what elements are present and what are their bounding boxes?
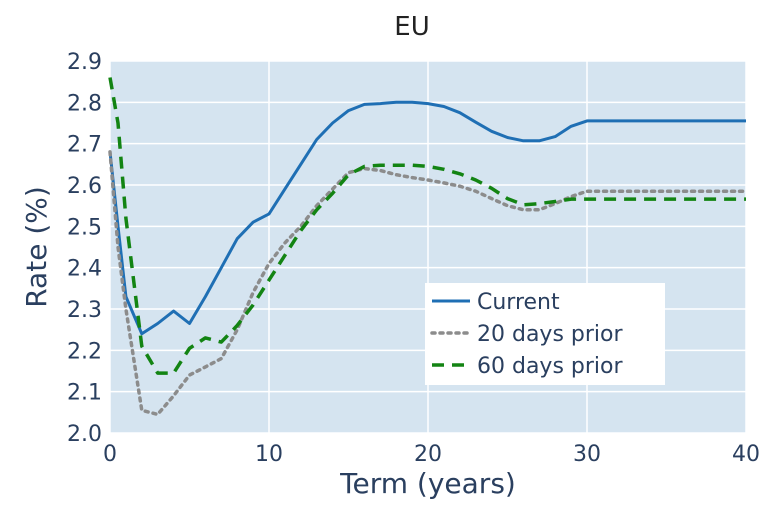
x-tick-label: 0	[103, 442, 117, 467]
y-tick-label: 2.7	[67, 133, 102, 158]
chart-title: EU	[394, 12, 429, 42]
y-tick-label: 2.3	[67, 298, 102, 323]
legend-label: 60 days prior	[477, 354, 623, 379]
y-tick-label: 2.1	[67, 381, 102, 406]
x-tick-label: 20	[414, 442, 442, 467]
y-tick-label: 2.8	[67, 91, 102, 116]
y-tick-label: 2.5	[67, 215, 102, 240]
y-tick-label: 2.2	[67, 339, 102, 364]
legend-items: Current 20 days prior 60 days prior	[430, 290, 623, 379]
x-tick-label: 10	[255, 442, 283, 467]
legend: Current 20 days prior 60 days prior	[425, 283, 665, 385]
y-axis-title: Rate (%)	[20, 186, 53, 308]
series-line	[108, 100, 746, 336]
y-tick-label: 2.6	[67, 174, 102, 199]
x-tick-label: 30	[573, 442, 601, 467]
series-lines	[108, 77, 748, 417]
y-tick-label: 2.0	[67, 422, 102, 447]
x-tick-label: 40	[732, 442, 760, 467]
x-axis-title: Term (years)	[339, 467, 516, 500]
legend-label: 20 days prior	[477, 322, 623, 347]
tick-labels: 0 10 20 30 40 2.0 2.1 2.2 2.3 2.4 2.5 2.6 2.7 2.8 2.9	[67, 50, 760, 467]
series-line	[108, 77, 746, 375]
y-tick-label: 2.9	[67, 50, 102, 75]
y-tick-label: 2.4	[67, 257, 102, 282]
legend-label: Current	[477, 290, 560, 315]
